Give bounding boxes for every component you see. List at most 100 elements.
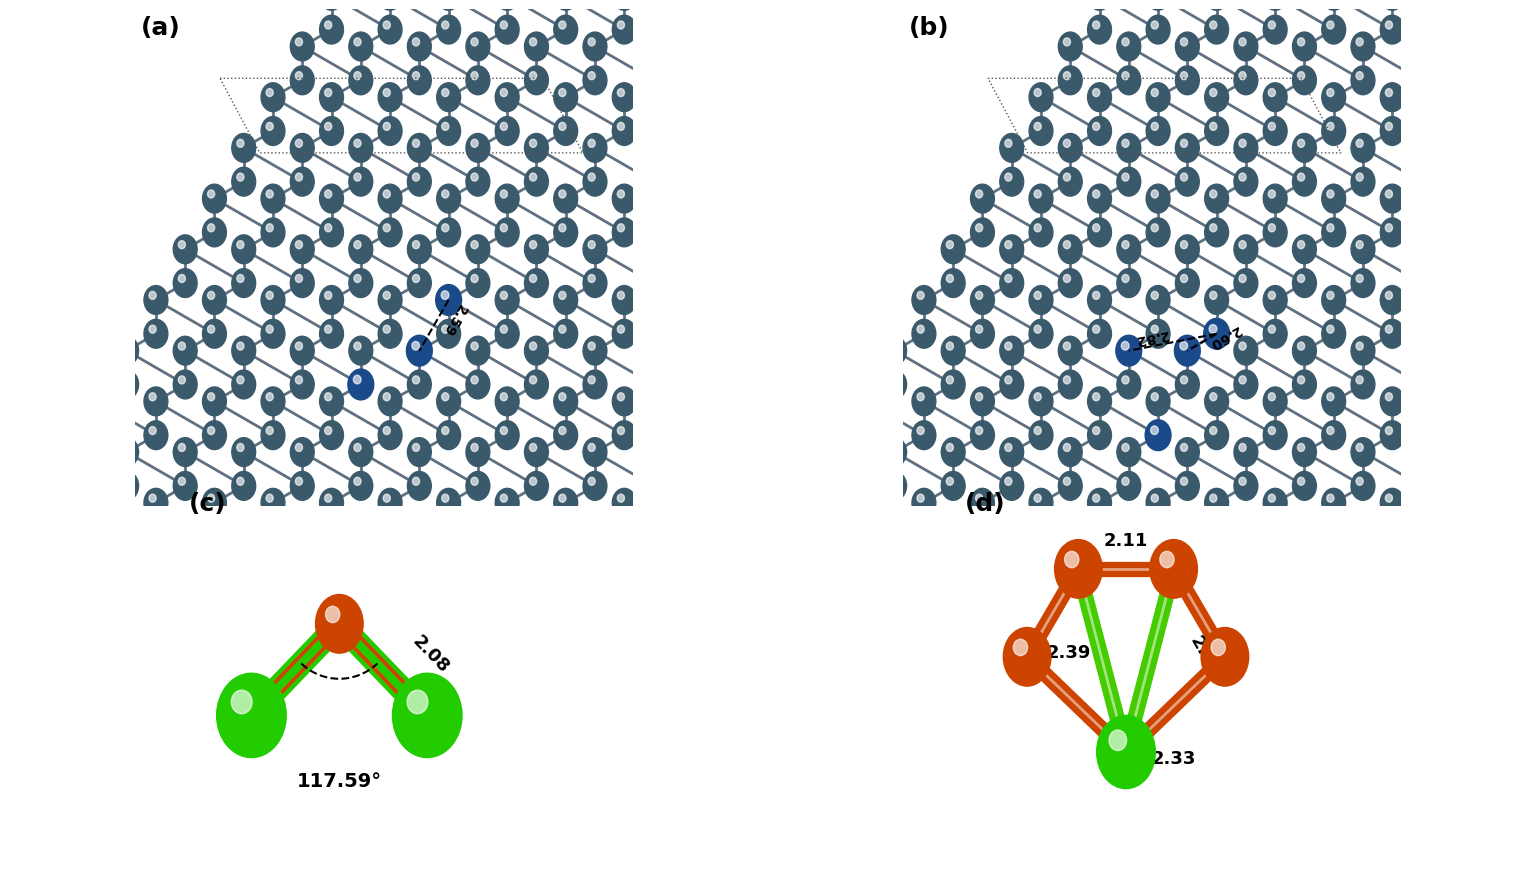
Ellipse shape (407, 32, 432, 61)
Ellipse shape (217, 673, 286, 758)
Ellipse shape (584, 32, 607, 61)
Ellipse shape (1029, 83, 1052, 112)
Ellipse shape (912, 285, 935, 315)
Ellipse shape (1034, 494, 1041, 502)
Ellipse shape (1063, 477, 1071, 486)
Ellipse shape (1381, 421, 1404, 450)
Ellipse shape (617, 494, 625, 502)
Ellipse shape (1292, 133, 1316, 162)
Ellipse shape (290, 438, 315, 467)
Ellipse shape (1109, 730, 1126, 751)
Ellipse shape (232, 690, 252, 713)
Ellipse shape (1385, 291, 1393, 299)
Ellipse shape (413, 37, 419, 46)
Ellipse shape (584, 472, 607, 501)
Ellipse shape (1117, 32, 1141, 61)
Ellipse shape (1121, 173, 1129, 181)
Ellipse shape (1029, 522, 1052, 551)
Ellipse shape (295, 37, 303, 46)
Ellipse shape (1240, 376, 1246, 384)
Ellipse shape (584, 337, 607, 365)
Ellipse shape (647, 275, 654, 283)
Ellipse shape (642, 269, 665, 297)
Ellipse shape (1063, 342, 1071, 350)
Ellipse shape (290, 472, 315, 501)
Ellipse shape (584, 167, 607, 196)
Ellipse shape (1029, 117, 1052, 146)
Ellipse shape (1064, 551, 1078, 568)
Ellipse shape (295, 477, 303, 486)
Ellipse shape (1298, 140, 1304, 147)
Ellipse shape (465, 235, 490, 263)
Ellipse shape (495, 285, 519, 315)
Ellipse shape (413, 477, 419, 486)
Ellipse shape (617, 392, 625, 401)
Ellipse shape (1034, 122, 1041, 131)
Ellipse shape (942, 370, 965, 399)
Ellipse shape (1263, 387, 1287, 416)
Ellipse shape (495, 0, 519, 10)
Ellipse shape (647, 444, 654, 452)
Ellipse shape (971, 218, 994, 247)
Ellipse shape (1322, 319, 1346, 348)
Text: 2.08: 2.08 (1186, 633, 1224, 680)
Ellipse shape (1263, 319, 1287, 348)
Ellipse shape (413, 376, 419, 384)
Ellipse shape (495, 15, 519, 44)
Ellipse shape (1058, 133, 1083, 162)
Ellipse shape (1269, 224, 1275, 232)
Ellipse shape (1356, 241, 1364, 249)
Ellipse shape (530, 342, 536, 350)
Ellipse shape (554, 319, 578, 348)
Ellipse shape (1092, 89, 1100, 97)
Ellipse shape (237, 173, 244, 181)
Ellipse shape (1160, 551, 1174, 568)
Ellipse shape (1410, 370, 1433, 399)
Ellipse shape (1058, 66, 1083, 95)
Ellipse shape (495, 184, 519, 213)
Ellipse shape (1058, 370, 1083, 399)
Ellipse shape (378, 319, 402, 348)
Ellipse shape (1322, 15, 1346, 44)
Text: (d): (d) (965, 492, 1006, 516)
Ellipse shape (1058, 337, 1083, 365)
Ellipse shape (436, 421, 461, 450)
Ellipse shape (1034, 89, 1041, 97)
Ellipse shape (912, 421, 935, 450)
Ellipse shape (501, 528, 507, 536)
Ellipse shape (1415, 376, 1422, 384)
Ellipse shape (971, 421, 994, 450)
Ellipse shape (324, 392, 332, 401)
Ellipse shape (1146, 419, 1170, 451)
Ellipse shape (295, 444, 303, 452)
Ellipse shape (647, 72, 654, 79)
Ellipse shape (584, 438, 607, 467)
Ellipse shape (883, 438, 906, 467)
Ellipse shape (1352, 370, 1375, 399)
Ellipse shape (290, 66, 315, 95)
Ellipse shape (1175, 335, 1200, 366)
Ellipse shape (407, 438, 432, 467)
Ellipse shape (319, 319, 344, 348)
Ellipse shape (917, 494, 925, 502)
Ellipse shape (1097, 715, 1155, 788)
Ellipse shape (1352, 235, 1375, 263)
Ellipse shape (1034, 190, 1041, 198)
Ellipse shape (642, 32, 665, 61)
Ellipse shape (613, 285, 636, 315)
Ellipse shape (324, 325, 332, 333)
Ellipse shape (642, 133, 665, 162)
Ellipse shape (559, 392, 565, 401)
Ellipse shape (971, 522, 994, 551)
Ellipse shape (1117, 370, 1141, 399)
Ellipse shape (613, 15, 636, 44)
Ellipse shape (1121, 275, 1129, 283)
Ellipse shape (1356, 37, 1364, 46)
Ellipse shape (319, 421, 344, 450)
Ellipse shape (144, 285, 167, 315)
Ellipse shape (971, 285, 994, 315)
Ellipse shape (1204, 15, 1229, 44)
Ellipse shape (261, 83, 284, 112)
Ellipse shape (642, 66, 665, 95)
Ellipse shape (1150, 325, 1158, 333)
